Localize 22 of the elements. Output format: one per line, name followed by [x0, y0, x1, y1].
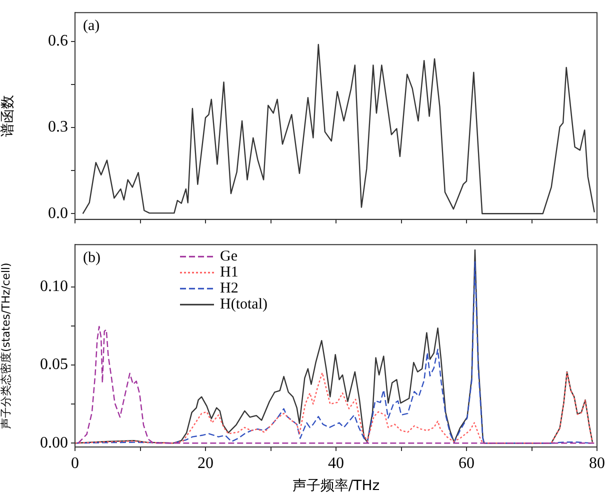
- y-axis-title: 声子分类态密度(states/THz/cell): [0, 262, 12, 429]
- y-axis-title: 谱函数: [0, 95, 16, 137]
- y-tick-label: 0.6: [48, 32, 68, 50]
- legend-label: Ge: [220, 248, 238, 265]
- x-tick-label: 40: [328, 454, 344, 472]
- x-tick-label: 80: [589, 454, 605, 472]
- y-tick-label: 0.0: [48, 204, 68, 222]
- annotation: (b): [83, 250, 100, 266]
- y-tick-label: 0.3: [48, 118, 68, 136]
- legend-label: H1: [220, 264, 238, 281]
- x-tick-label: 0: [71, 454, 79, 472]
- y-tick-label: 0.00: [40, 434, 68, 452]
- x-tick-label: 20: [198, 454, 214, 472]
- y-tick-label: 0.10: [40, 278, 68, 295]
- line-series: [75, 372, 594, 444]
- x-tick-label: 60: [458, 454, 474, 472]
- y-tick-label: 0.05: [40, 356, 68, 374]
- line-series: [78, 326, 597, 444]
- legend-label: H(total): [220, 296, 268, 313]
- annotation: (a): [83, 18, 100, 34]
- x-axis-title: 声子频率/THz: [292, 478, 380, 494]
- legend-label: H2: [220, 280, 238, 297]
